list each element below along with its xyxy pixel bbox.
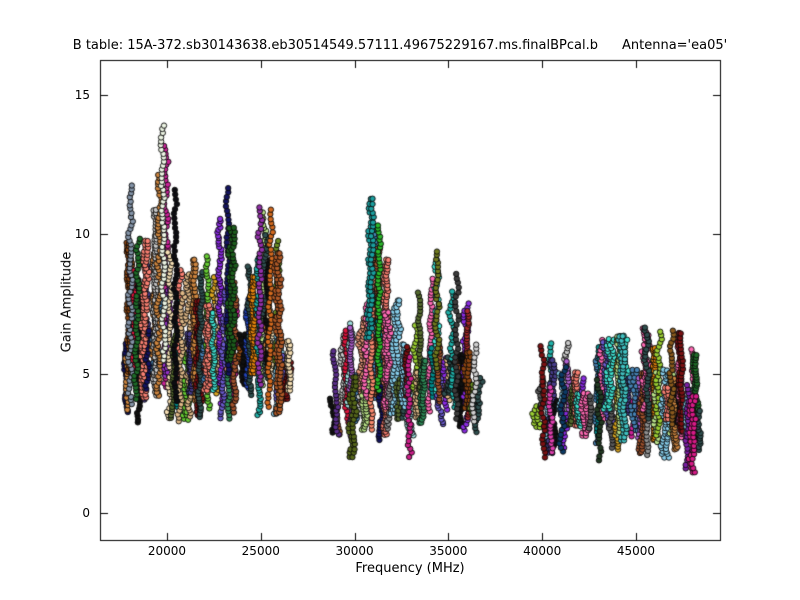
x-tick-label: 20000 [147,544,187,558]
y-tick-label: 5 [82,366,90,381]
plot-title: B table: 15A-372.sb30143638.eb30514549.5… [72,38,598,53]
y-tick-label: 15 [74,87,90,102]
x-tick-labels: 20000 25000 30000 35000 40000 45000 [0,544,800,560]
y-tick-label: 10 [74,227,90,242]
x-tick-label: 35000 [429,544,468,558]
x-tick-label: 30000 [335,544,374,558]
x-axis-label: Frequency (MHz) [355,561,465,576]
antenna-label: Antenna='ea05' [621,38,728,53]
y-tick-labels: 0 5 10 15 [0,0,90,600]
y-tick-label: 0 [82,505,90,520]
x-tick-label: 45000 [616,544,656,558]
x-tick-label: 25000 [241,544,280,558]
x-tick-label: 40000 [523,544,562,558]
title-row: B table: 15A-372.sb30143638.eb30514549.5… [0,38,800,53]
